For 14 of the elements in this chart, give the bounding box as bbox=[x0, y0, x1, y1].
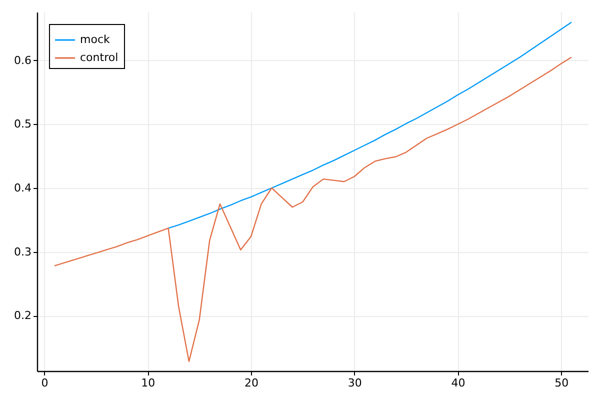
legend-label: control bbox=[80, 51, 118, 64]
x-tick-label: 0 bbox=[41, 376, 48, 390]
x-tick-label: 40 bbox=[451, 376, 466, 390]
x-tick-label: 20 bbox=[244, 376, 258, 390]
x-tick-label: 10 bbox=[141, 376, 156, 390]
y-tick-label: 0.3 bbox=[14, 245, 32, 258]
x-tick-label: 30 bbox=[348, 376, 362, 390]
y-tick-label: 0.2 bbox=[14, 309, 32, 322]
y-tick-label: 0.6 bbox=[14, 54, 32, 67]
y-tick-label: 0.4 bbox=[14, 181, 32, 194]
line-series bbox=[168, 22, 572, 229]
y-tick-label: 0.5 bbox=[14, 118, 32, 131]
legend-label: mock bbox=[80, 33, 110, 46]
x-tick-label: 50 bbox=[554, 376, 569, 390]
